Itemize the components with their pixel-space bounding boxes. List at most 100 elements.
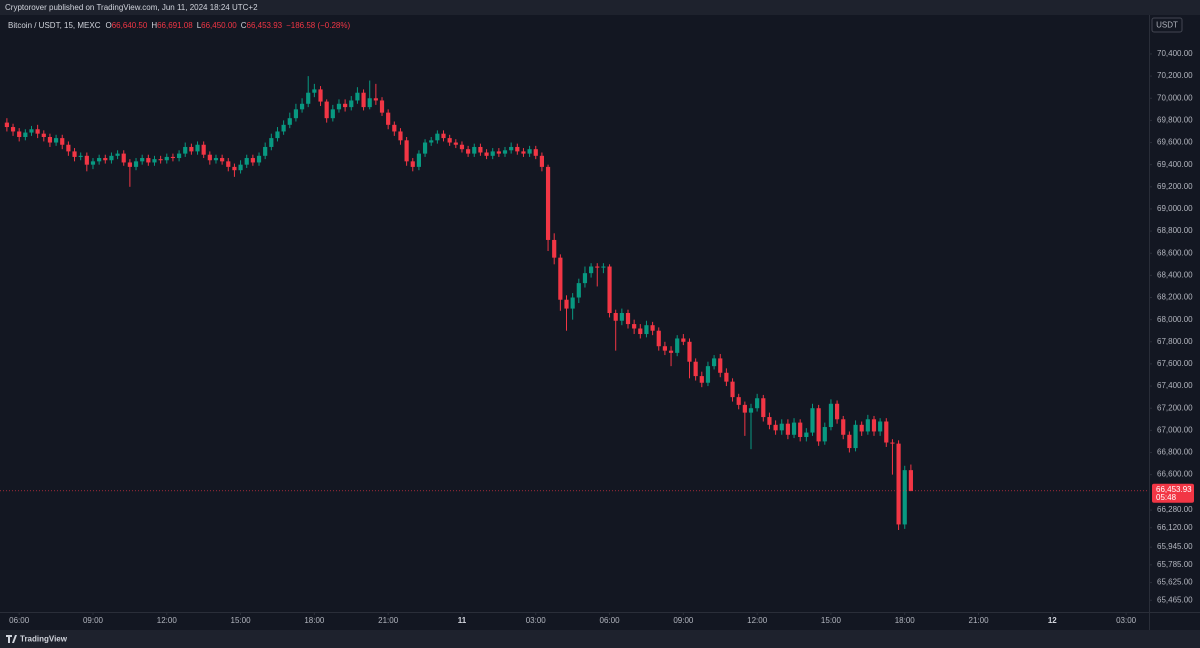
y-tick-label: 65,625.00 bbox=[1157, 578, 1193, 587]
currency: USDT bbox=[1156, 21, 1178, 30]
candle-body bbox=[773, 424, 778, 431]
candle-body bbox=[176, 153, 182, 159]
y-tick-label: 66,600.00 bbox=[1157, 470, 1193, 479]
candle-body bbox=[564, 299, 569, 309]
candle-body bbox=[902, 470, 907, 525]
candle-body bbox=[133, 161, 139, 167]
candle-body bbox=[533, 149, 538, 156]
candle-body bbox=[23, 132, 28, 137]
candle-body bbox=[97, 158, 102, 162]
x-tick-label: 18:00 bbox=[895, 616, 916, 625]
candle-body bbox=[515, 146, 520, 152]
candle-body bbox=[675, 338, 680, 353]
candle-body bbox=[293, 109, 299, 119]
y-tick-label: 67,000.00 bbox=[1157, 425, 1193, 434]
y-tick-label: 66,280.00 bbox=[1157, 505, 1193, 514]
candle-body bbox=[121, 153, 126, 163]
candle-body bbox=[681, 338, 686, 342]
candle-body bbox=[189, 146, 194, 152]
candle-body bbox=[53, 138, 59, 143]
candle-body bbox=[496, 151, 501, 154]
candle-body bbox=[490, 151, 495, 156]
y-tick-label: 68,200.00 bbox=[1157, 293, 1193, 302]
candle-body bbox=[699, 376, 704, 383]
candle-body bbox=[213, 158, 219, 161]
candle-body bbox=[441, 133, 446, 139]
candle-body bbox=[238, 164, 243, 171]
candle-body bbox=[527, 149, 532, 154]
candle-body bbox=[281, 124, 286, 132]
candle-body bbox=[570, 297, 575, 309]
candle-body bbox=[244, 158, 249, 165]
candle-body bbox=[90, 161, 96, 165]
candle-body bbox=[607, 266, 612, 314]
candle-body bbox=[576, 283, 581, 298]
footer-brand: TradingView bbox=[20, 635, 68, 644]
candle-body bbox=[785, 423, 790, 435]
y-tick-label: 66,120.00 bbox=[1157, 523, 1193, 532]
ohlc-value: 66,453.93 bbox=[247, 21, 283, 30]
x-tick-label: 06:00 bbox=[9, 616, 30, 625]
candle-body bbox=[712, 358, 717, 367]
candle-body bbox=[429, 140, 434, 143]
candle-body bbox=[232, 166, 237, 171]
candle-body bbox=[865, 419, 870, 432]
x-tick-label: 15:00 bbox=[821, 616, 842, 625]
candle-body bbox=[4, 122, 9, 128]
candle-body bbox=[816, 408, 821, 442]
header-bar bbox=[0, 0, 1200, 15]
candle-body bbox=[545, 166, 551, 240]
candle-body bbox=[742, 404, 747, 413]
candle-body bbox=[140, 158, 145, 162]
candle-body bbox=[336, 103, 342, 110]
candle-body bbox=[908, 470, 913, 491]
candle-body bbox=[220, 158, 225, 162]
y-tick-label: 70,200.00 bbox=[1157, 71, 1193, 80]
candle-body bbox=[109, 155, 114, 161]
candle-body bbox=[355, 92, 360, 101]
candle-body bbox=[386, 112, 391, 125]
ohlc-key: L bbox=[197, 21, 202, 30]
x-tick-label: 12:00 bbox=[157, 616, 178, 625]
ohlc-key: O bbox=[105, 21, 111, 30]
candle-body bbox=[183, 146, 188, 154]
candle-body bbox=[103, 158, 108, 161]
candle-body bbox=[349, 100, 354, 108]
candle-body bbox=[263, 146, 268, 156]
candle-body bbox=[847, 434, 852, 449]
candle-body bbox=[367, 98, 372, 108]
candle-body bbox=[650, 325, 655, 331]
candle-body bbox=[398, 131, 403, 141]
candle-body bbox=[662, 346, 667, 351]
candle-body bbox=[361, 92, 366, 108]
candle-body bbox=[502, 150, 508, 154]
candle-body bbox=[791, 422, 797, 435]
y-tick-label: 67,600.00 bbox=[1157, 359, 1193, 368]
candle-body bbox=[619, 313, 624, 321]
candle-body bbox=[379, 100, 385, 113]
candle-body bbox=[170, 156, 176, 159]
candle-body bbox=[201, 144, 206, 155]
candle-body bbox=[755, 398, 760, 409]
y-tick-label: 69,800.00 bbox=[1157, 116, 1193, 125]
candle-body bbox=[324, 101, 329, 119]
y-tick-label: 66,800.00 bbox=[1157, 448, 1193, 457]
candle-body bbox=[158, 159, 163, 161]
candle-body bbox=[625, 313, 631, 325]
candle-body bbox=[17, 131, 22, 137]
candle-body bbox=[35, 129, 40, 134]
candle-body bbox=[582, 273, 588, 284]
candle-body bbox=[828, 403, 834, 428]
candle-body bbox=[724, 372, 729, 382]
candle-body bbox=[509, 146, 514, 151]
candle-body bbox=[884, 421, 889, 443]
y-tick-label: 65,785.00 bbox=[1157, 560, 1193, 569]
x-tick-label: 12 bbox=[1048, 616, 1057, 625]
ohlc-key: H bbox=[151, 21, 157, 30]
last-price-label: 66,453.93 bbox=[1156, 485, 1192, 494]
candle-body bbox=[392, 124, 397, 132]
publisher-note: Cryptorover published on TradingView.com… bbox=[5, 3, 258, 12]
y-tick-label: 68,000.00 bbox=[1157, 315, 1193, 324]
candle-body bbox=[478, 146, 483, 153]
